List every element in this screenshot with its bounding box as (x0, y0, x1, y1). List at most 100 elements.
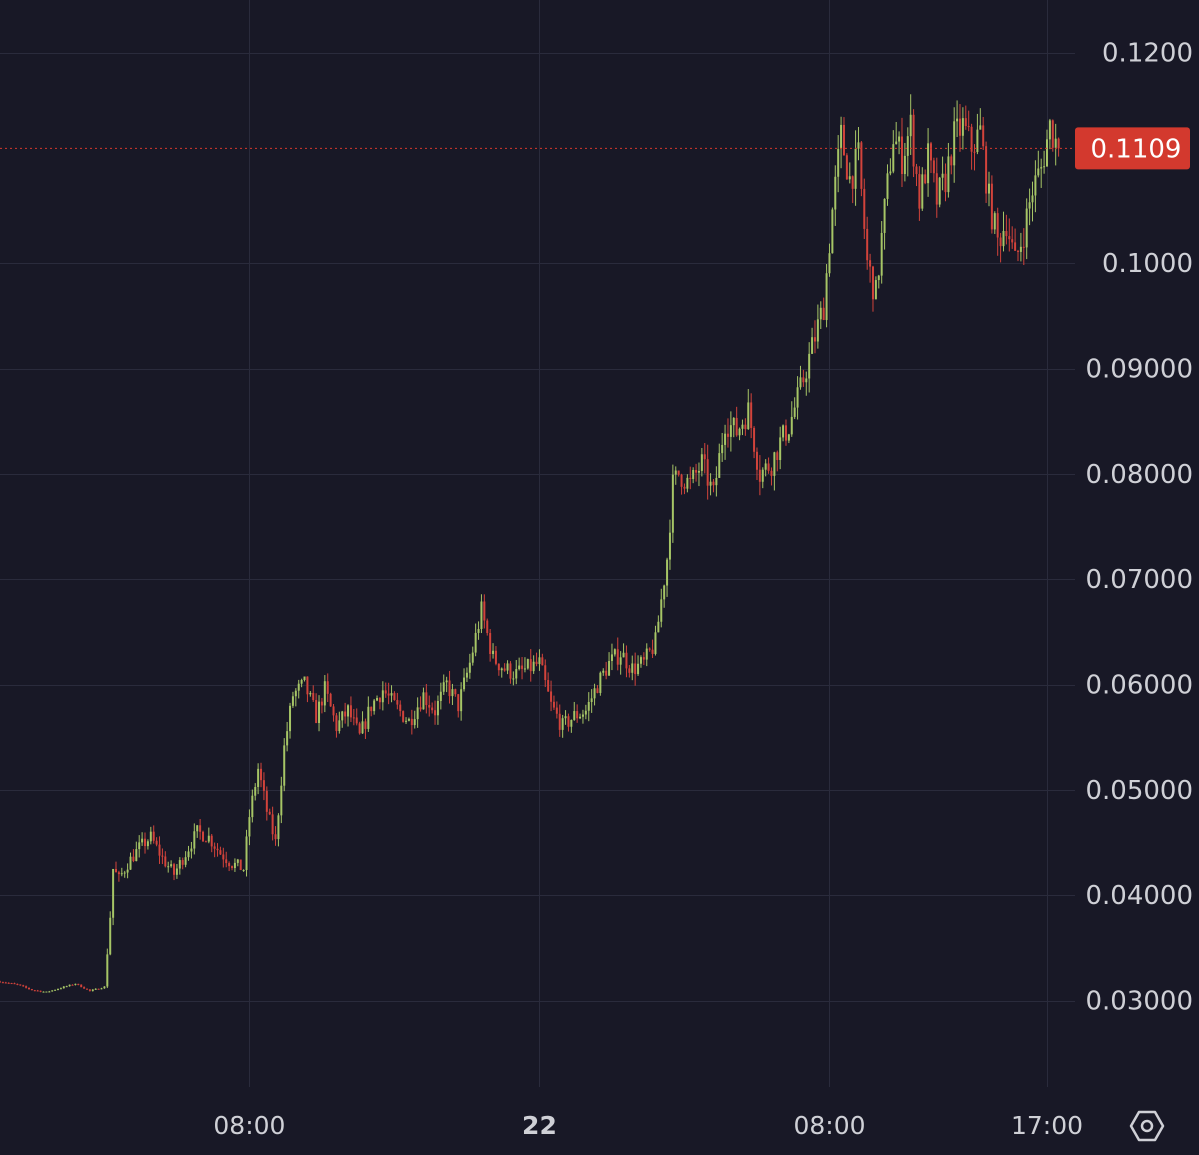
candle-body (822, 307, 825, 321)
candle-body (854, 148, 857, 189)
candle-body (1, 982, 4, 984)
candle-body (454, 689, 457, 695)
candle-body (492, 650, 495, 654)
candle-body (303, 676, 306, 681)
current-price-badge: 0.1109 (1075, 127, 1190, 170)
candle-body (898, 136, 901, 142)
candle-body (126, 869, 129, 873)
candle-body (335, 715, 338, 732)
candle-body (976, 129, 979, 153)
candle-body (1028, 202, 1031, 209)
settings-hexagon-icon[interactable] (1129, 1110, 1165, 1142)
candle-body (750, 402, 753, 428)
candle-body (799, 377, 802, 388)
candle-body (758, 469, 761, 482)
candle-body (874, 280, 877, 300)
y-tick-label: 0.06000 (1085, 671, 1193, 701)
candle-body (100, 988, 103, 990)
candle-body (929, 143, 932, 161)
candle-body (773, 452, 776, 476)
candle-body (869, 260, 872, 267)
candle-body (851, 176, 854, 189)
candle-body (265, 790, 268, 812)
candle-body (193, 831, 196, 849)
candle-body (77, 983, 80, 985)
candle-body (993, 213, 996, 230)
candle-body (448, 680, 451, 697)
candle-body (602, 670, 605, 673)
candle-body (30, 989, 33, 991)
candle-body (161, 855, 164, 857)
candle-body (254, 786, 257, 796)
candle-body (671, 474, 674, 533)
candle-body (222, 854, 225, 860)
candle-body (579, 716, 582, 719)
candle-body (297, 683, 300, 691)
candle-body (36, 990, 39, 992)
y-tick-label: 0.07000 (1085, 565, 1193, 595)
y-tick-label: 0.1200 (1102, 39, 1193, 69)
candle-body (28, 987, 31, 990)
candle-body (407, 718, 410, 721)
candle-body (651, 649, 654, 654)
candle-body (741, 424, 744, 429)
candle-body (808, 353, 811, 379)
candle-body (526, 659, 529, 669)
candle-body (564, 716, 567, 719)
candle-body (532, 661, 535, 672)
candle-body (570, 719, 573, 727)
candle-body (683, 486, 686, 489)
candle-body (477, 629, 480, 633)
candle-body (712, 481, 715, 486)
candle-body (529, 659, 532, 672)
candle-body (213, 846, 216, 849)
candle-body (291, 696, 294, 706)
candle-body (877, 275, 880, 281)
candle-body (315, 700, 318, 724)
candle-body (1014, 242, 1017, 251)
candle-body (181, 860, 184, 865)
candle-body (494, 650, 497, 664)
candle-body (59, 988, 62, 990)
candle-body (0, 981, 1, 983)
candle-body (596, 688, 599, 693)
candle-body (982, 125, 985, 147)
candle-body (613, 649, 616, 655)
x-axis: 08:00 22 08:00 17:00 (213, 1111, 1083, 1140)
candle-body (323, 681, 326, 706)
candle-body (500, 668, 503, 671)
candle-body (132, 856, 135, 862)
candle-body (19, 984, 22, 986)
candle-body (506, 663, 509, 671)
candle-body (1037, 168, 1040, 176)
candle-body (866, 228, 869, 261)
candle-body (541, 657, 544, 666)
candle-body (709, 481, 712, 486)
candle-body (233, 862, 236, 869)
candle-body (445, 680, 448, 683)
candle-body (109, 917, 112, 955)
candle-body (309, 692, 312, 695)
y-tick-label: 0.08000 (1085, 460, 1193, 490)
candle-body (555, 707, 558, 714)
candle-body (54, 989, 57, 991)
candle-body (622, 652, 625, 658)
x-tick-label: 08:00 (793, 1111, 865, 1140)
candle-body (22, 985, 25, 987)
candle-body (747, 402, 750, 430)
candle-body (1040, 167, 1043, 169)
candle-body (88, 989, 91, 991)
candle-body (431, 707, 434, 711)
candle-body (637, 663, 640, 675)
candle-body (471, 652, 474, 663)
candle-body (138, 842, 141, 850)
candle-body (953, 121, 956, 166)
candle-body (796, 387, 799, 408)
candle-body (178, 860, 181, 869)
candle-body (895, 141, 898, 145)
candle-body (1019, 246, 1022, 252)
candle-body (361, 721, 364, 734)
candle-body (33, 990, 36, 992)
